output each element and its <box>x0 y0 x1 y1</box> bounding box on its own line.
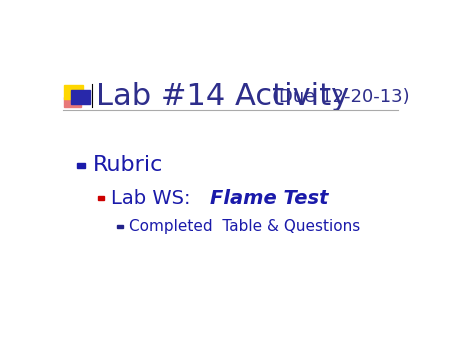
Text: Lab #14 Activity: Lab #14 Activity <box>95 82 349 112</box>
Bar <box>77 163 85 168</box>
Bar <box>117 225 123 228</box>
Text: Completed  Table & Questions: Completed Table & Questions <box>129 219 360 234</box>
Text: (Due 12-20-13): (Due 12-20-13) <box>273 88 410 106</box>
Text: Rubric: Rubric <box>93 155 163 175</box>
Bar <box>98 196 104 200</box>
Bar <box>64 85 83 99</box>
Bar <box>64 97 81 107</box>
Text: Lab WS:: Lab WS: <box>111 189 210 208</box>
Text: Flame Test: Flame Test <box>210 189 328 208</box>
Bar <box>71 90 90 104</box>
